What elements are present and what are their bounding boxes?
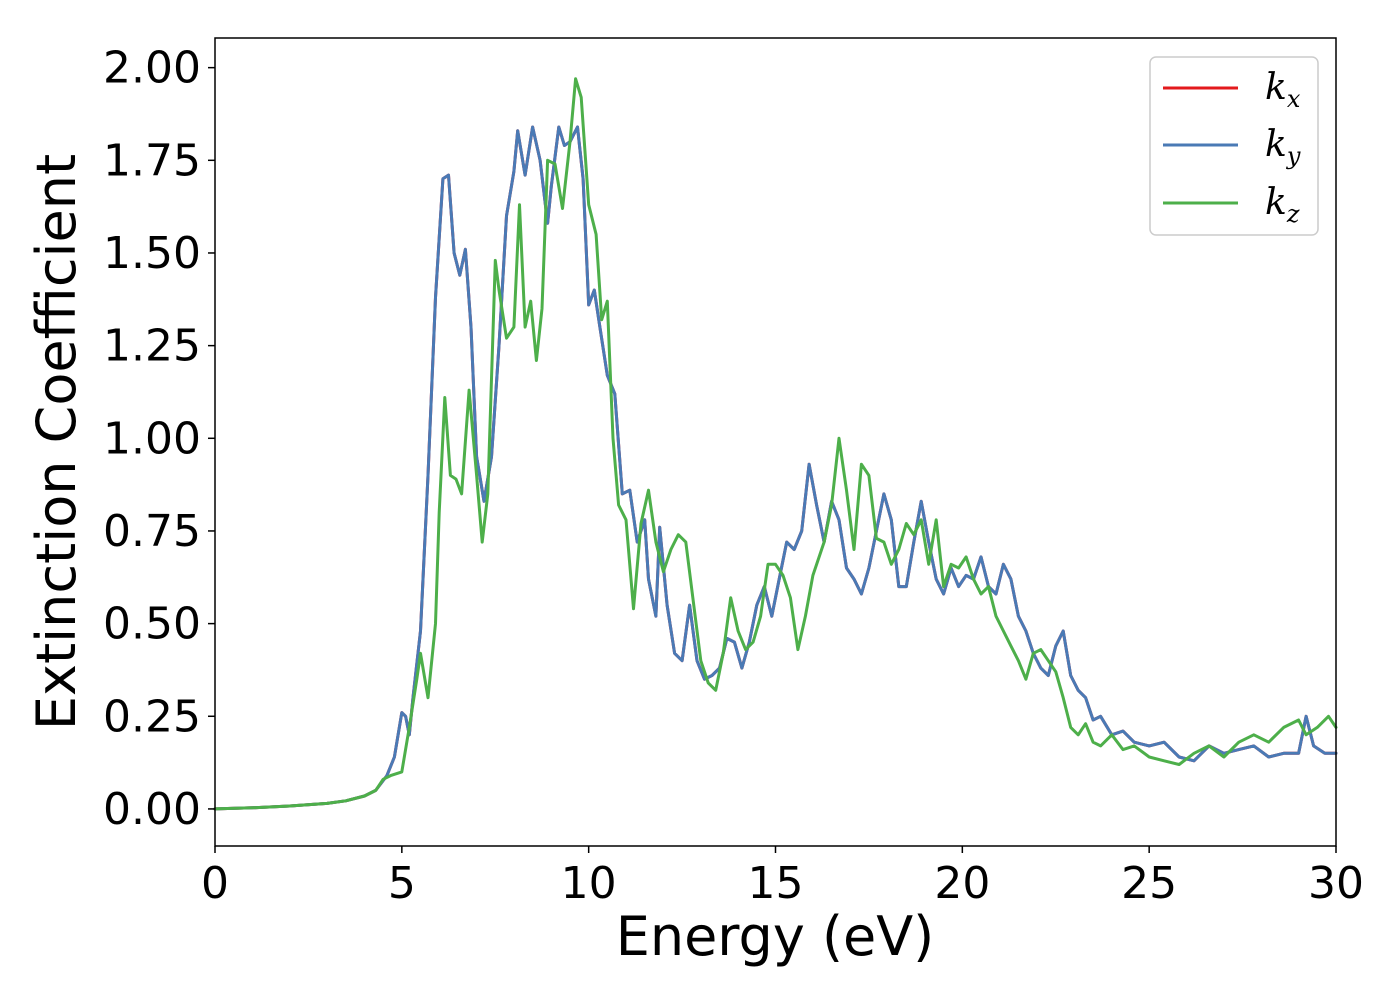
y-tick-label: 0.75 xyxy=(103,506,201,557)
y-axis-ticks: 0.00 0.25 0.50 0.75 1.00 1.25 1.50 1.75 2.00 xyxy=(103,43,215,835)
y-tick-label: 0.50 xyxy=(103,599,201,650)
x-axis-title: Energy (eV) xyxy=(616,905,935,968)
series-line-ky xyxy=(213,125,1338,811)
x-tick-label: 0 xyxy=(201,858,229,909)
x-tick-label: 20 xyxy=(934,858,990,909)
x-tick-label: 15 xyxy=(748,858,804,909)
y-tick-label: 0.25 xyxy=(103,691,201,742)
y-tick-label: 1.25 xyxy=(103,321,201,372)
legend: kx ky kz xyxy=(1149,56,1319,236)
x-tick-label: 10 xyxy=(561,858,617,909)
x-tick-label: 25 xyxy=(1121,858,1177,909)
legend-label-kz: kz xyxy=(1265,182,1300,228)
y-tick-label: 1.75 xyxy=(103,135,201,186)
y-tick-label: 1.50 xyxy=(103,228,201,279)
legend-label-ky: ky xyxy=(1265,124,1301,170)
legend-label-kx: kx xyxy=(1265,67,1301,113)
y-tick-label: 0.00 xyxy=(103,784,201,835)
x-tick-label: 30 xyxy=(1308,858,1364,909)
y-tick-label: 1.00 xyxy=(103,413,201,464)
x-axis-ticks: 0 5 10 15 20 25 30 xyxy=(201,846,1364,909)
series-line-kz xyxy=(213,77,1338,811)
y-tick-label: 2.00 xyxy=(103,43,201,94)
y-axis-title: Extinction Coefficient xyxy=(25,154,88,730)
x-tick-label: 5 xyxy=(388,858,416,909)
series-layer xyxy=(213,77,1338,811)
